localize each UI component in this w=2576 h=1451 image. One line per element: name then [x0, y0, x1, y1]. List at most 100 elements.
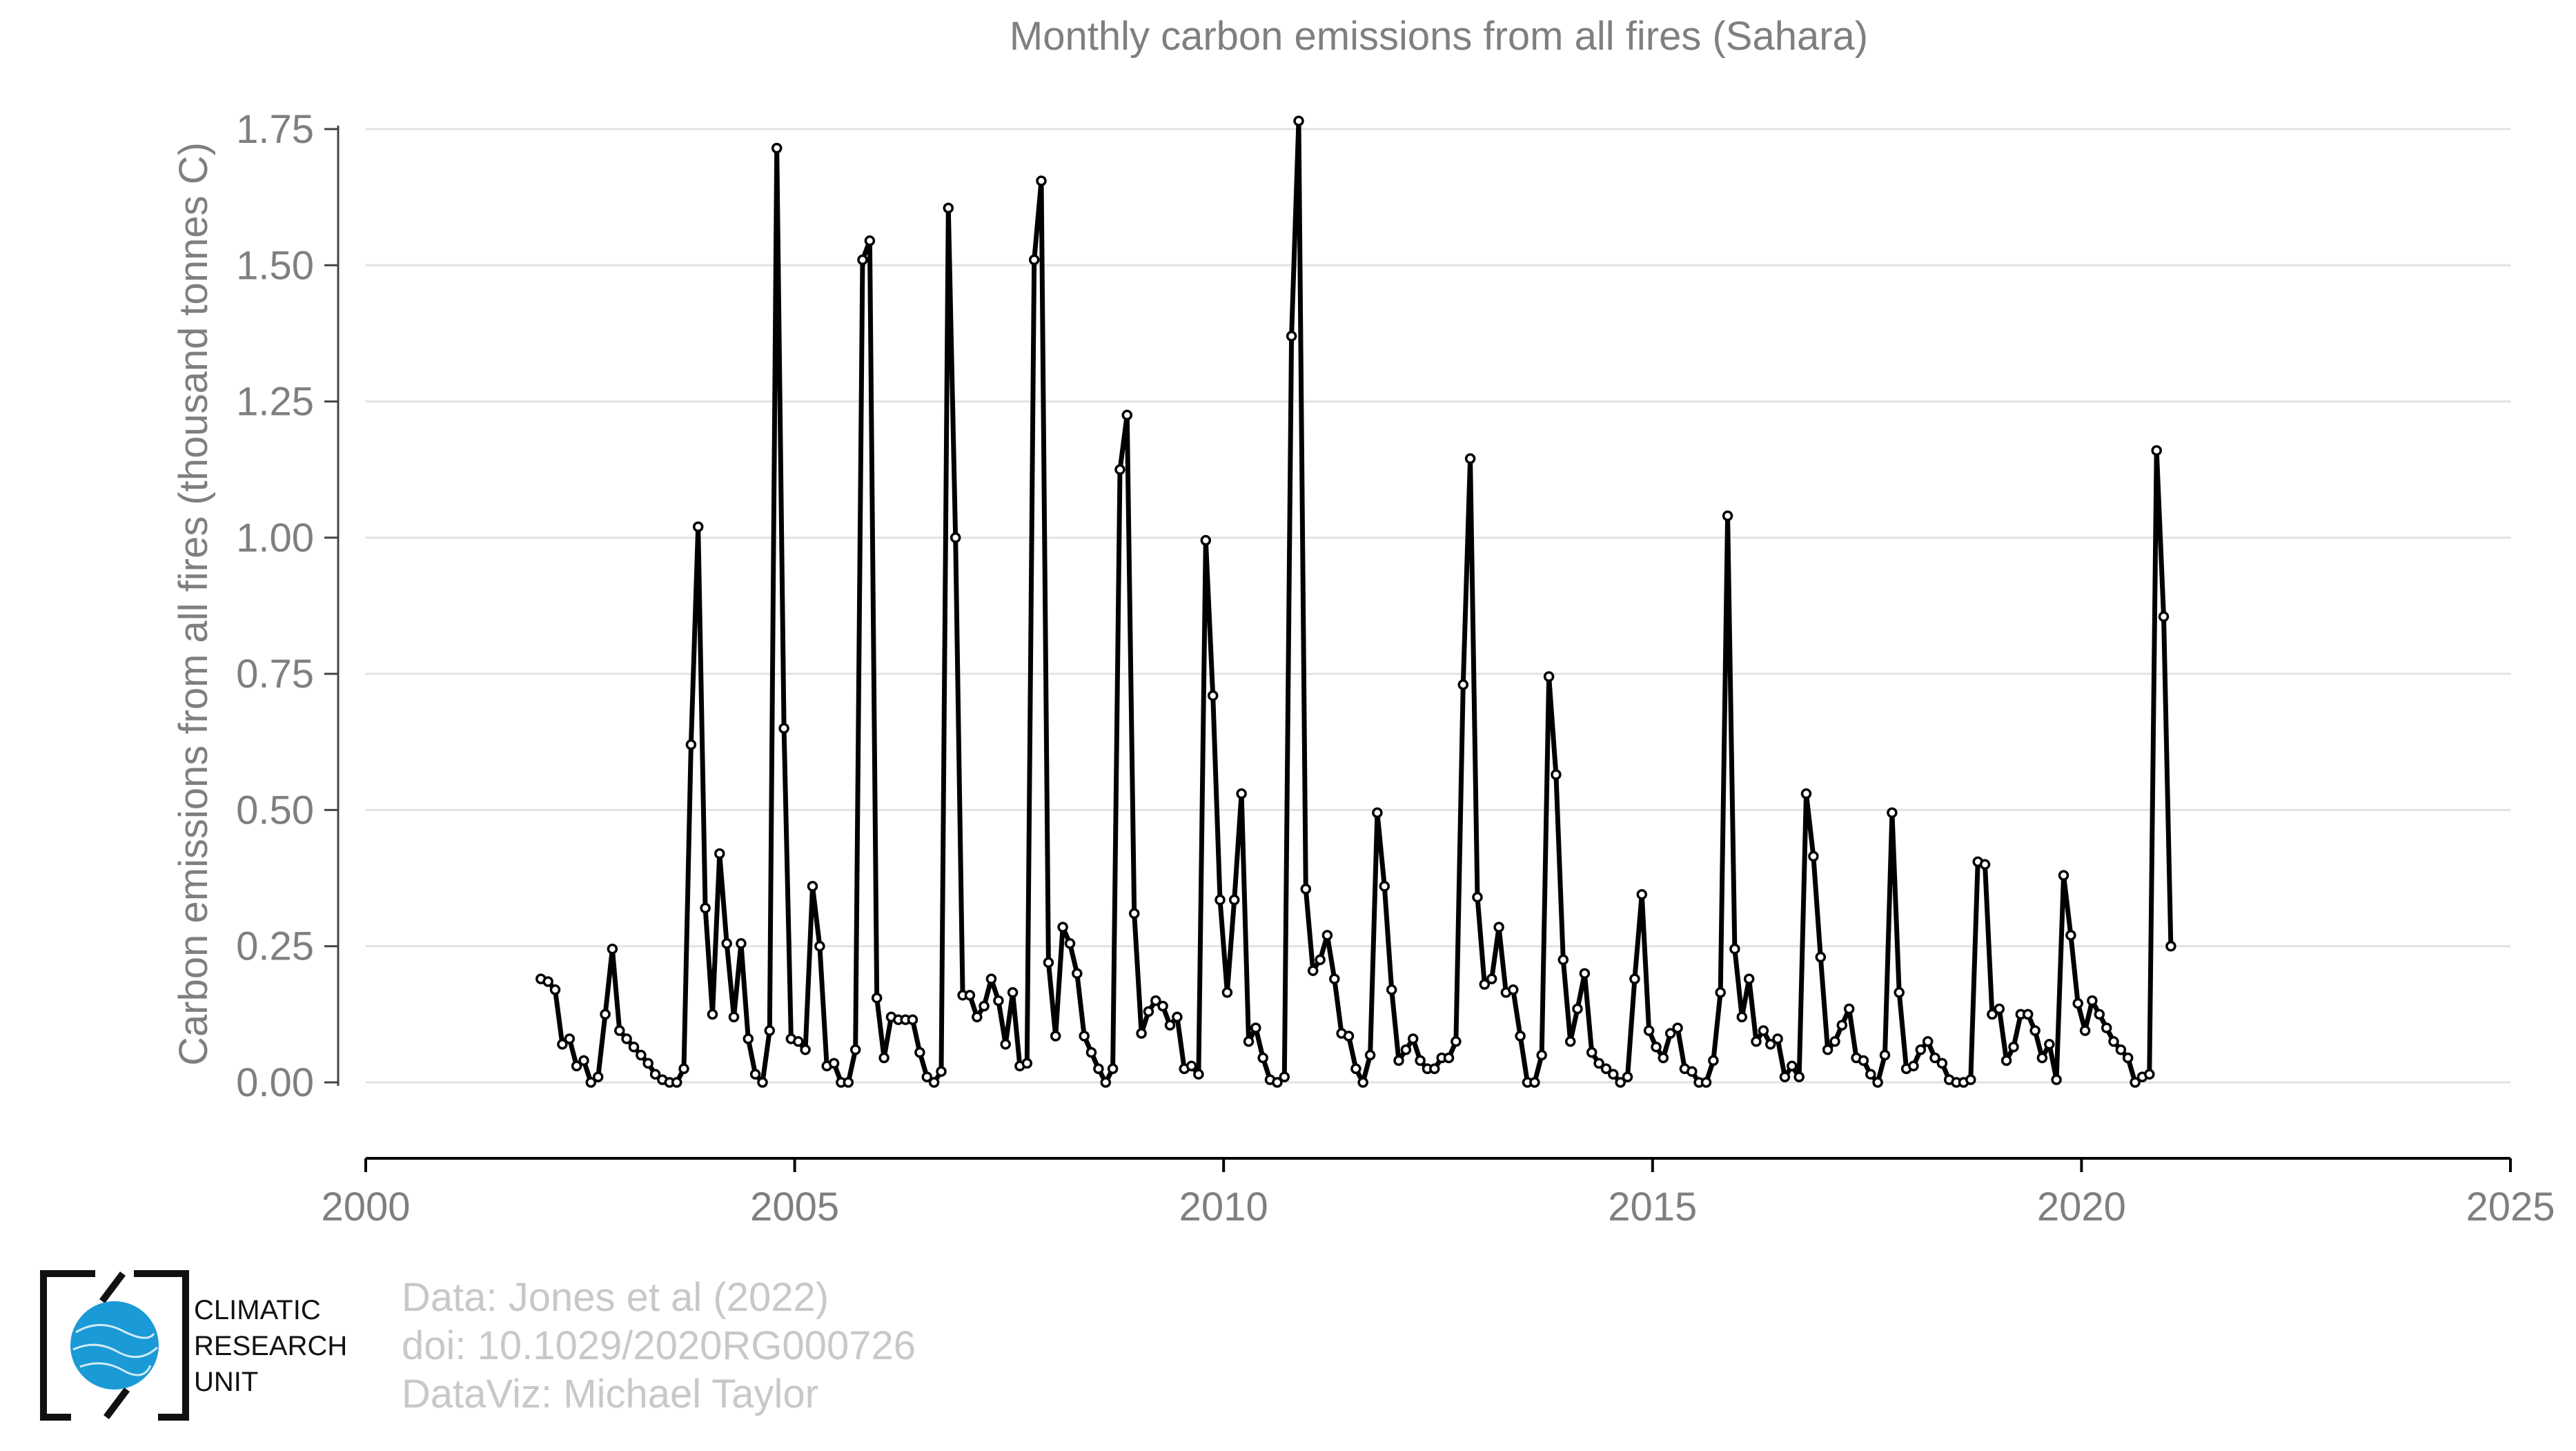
data-point [1787, 1060, 1798, 1072]
credits-dataviz: DataViz: Michael Taylor [402, 1372, 818, 1416]
data-point [2101, 1022, 2112, 1033]
data-point [1729, 943, 1740, 955]
data-point [771, 142, 783, 154]
data-point [1836, 1020, 1848, 1031]
data-point [1579, 968, 1591, 979]
data-point [614, 1025, 625, 1036]
data-point [1929, 1052, 1940, 1064]
data-point [1751, 1036, 1762, 1047]
data-point [1393, 1055, 1404, 1067]
data-point [2158, 611, 2170, 623]
data-point [1400, 1044, 1412, 1055]
data-point [1772, 1033, 1783, 1044]
data-point [1508, 984, 1519, 995]
data-point [1764, 1039, 1776, 1050]
data-point [1664, 1028, 1676, 1039]
data-point [542, 976, 553, 987]
logo-line-2: RESEARCH [194, 1331, 348, 1361]
data-point [1865, 1069, 1876, 1080]
data-point [1093, 1063, 1104, 1075]
data-point [1722, 510, 1733, 522]
data-point [1028, 254, 1040, 266]
data-point [2165, 940, 2176, 952]
data-point [921, 1071, 933, 1082]
data-point [2122, 1052, 2134, 1064]
data-point [1315, 954, 1326, 966]
data-point [1172, 1011, 1183, 1023]
y-tick-label: 1.25 [236, 380, 314, 425]
data-point [1200, 535, 1212, 546]
data-point [878, 1052, 889, 1064]
x-tick-label: 2010 [1179, 1185, 1268, 1229]
data-point [1593, 1058, 1604, 1069]
data-point [1072, 968, 1083, 979]
logo-line-3: UNIT [194, 1367, 259, 1397]
data-point [849, 1044, 861, 1055]
data-point [1372, 807, 1383, 819]
plot-area [535, 115, 2176, 1088]
data-point [1843, 1003, 1855, 1015]
data-point [1622, 1071, 1633, 1082]
data-point [1636, 888, 1648, 900]
data-point [1879, 1049, 1891, 1061]
data-point [1114, 464, 1125, 475]
data-point [1228, 894, 1240, 906]
x-tick-label: 2025 [2466, 1185, 2555, 1229]
data-point [1979, 859, 1991, 870]
data-point [1415, 1055, 1426, 1067]
data-point [1057, 922, 1068, 933]
data-point [2051, 1074, 2062, 1085]
data-point [1536, 1049, 1547, 1061]
data-point [1286, 331, 1297, 342]
data-point [1586, 1046, 1597, 1058]
data-point [642, 1058, 653, 1069]
data-point [1736, 1011, 1748, 1023]
data-point [800, 1044, 811, 1055]
data-point [1215, 894, 1226, 906]
data-point [1443, 1052, 1455, 1064]
data-point [714, 848, 725, 859]
data-point [964, 989, 976, 1001]
data-point [736, 938, 747, 949]
data-point [1715, 987, 1726, 998]
data-point [1994, 1003, 2005, 1015]
data-point [1987, 1009, 1998, 1020]
data-point [2144, 1069, 2155, 1080]
data-point [1343, 1031, 1355, 1042]
data-point [707, 1009, 718, 1020]
data-point [1564, 1036, 1576, 1047]
data-point [1100, 1077, 1112, 1088]
chart-title: Monthly carbon emissions from all fires … [1010, 14, 1868, 59]
data-point [1043, 957, 1054, 968]
data-point [1551, 769, 1562, 780]
data-point [621, 1033, 632, 1044]
data-point [950, 532, 961, 543]
data-point [2065, 930, 2076, 941]
logo-line-1: CLIMATIC [194, 1295, 321, 1325]
data-point [1079, 1031, 1090, 1042]
data-point [1464, 453, 1476, 465]
data-point [2094, 1009, 2105, 1020]
data-point [728, 1011, 740, 1023]
data-point [649, 1069, 661, 1080]
data-point [2044, 1039, 2055, 1050]
data-point [1257, 1052, 1268, 1064]
data-point [1608, 1069, 1619, 1080]
data-point [807, 881, 818, 892]
data-point [607, 943, 618, 955]
data-point [564, 1033, 576, 1044]
data-point [914, 1046, 925, 1058]
data-point [743, 1033, 754, 1044]
data-point [1321, 930, 1333, 941]
data-point [700, 902, 711, 914]
data-point [1743, 973, 1755, 984]
data-point [979, 1000, 990, 1012]
data-point [1379, 881, 1390, 892]
data-point [943, 202, 954, 214]
data-point [757, 1077, 768, 1088]
data-point [1529, 1077, 1540, 1088]
data-point [1307, 965, 1319, 976]
data-point [907, 1014, 918, 1025]
data-point [936, 1066, 947, 1077]
data-point [764, 1025, 776, 1036]
